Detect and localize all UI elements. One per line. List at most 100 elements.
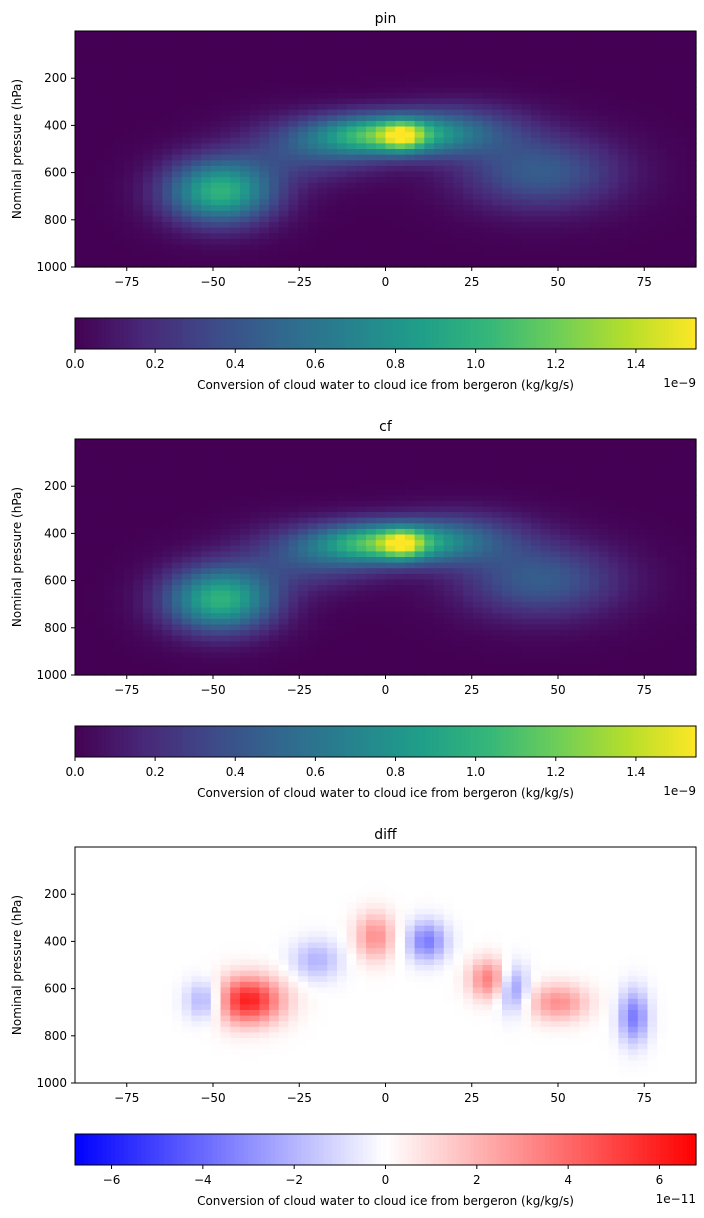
heatmap-cell xyxy=(463,528,474,536)
heatmap-cell xyxy=(191,528,202,536)
heatmap-cell xyxy=(162,472,173,479)
heatmap-cell xyxy=(521,534,532,541)
heatmap-cell xyxy=(269,87,280,94)
heatmap-cell xyxy=(249,31,260,38)
heatmap-cell xyxy=(404,227,416,234)
heatmap-cell xyxy=(443,646,455,654)
heatmap-cell xyxy=(589,31,600,38)
heatmap-cell xyxy=(686,64,697,71)
heatmap-cell xyxy=(404,517,416,524)
colorbar-segment xyxy=(460,318,466,349)
heatmap-cell xyxy=(356,193,367,201)
heatmap-cell xyxy=(628,210,639,218)
heatmap-cell xyxy=(482,613,493,620)
heatmap-cell xyxy=(152,545,163,552)
heatmap-cell xyxy=(181,483,193,491)
heatmap-cell xyxy=(104,613,115,620)
heatmap-cell xyxy=(385,216,396,223)
heatmap-cell xyxy=(191,233,202,240)
heatmap-cell xyxy=(414,613,425,620)
heatmap-cell xyxy=(424,137,435,144)
heatmap-cell xyxy=(220,472,231,479)
heatmap-cell xyxy=(84,495,96,502)
heatmap-cell xyxy=(414,444,425,451)
heatmap-cell xyxy=(133,193,144,201)
heatmap-cell xyxy=(569,143,581,150)
heatmap-cell xyxy=(463,47,474,55)
heatmap-cell xyxy=(84,75,96,83)
heatmap-cell xyxy=(75,483,86,491)
heatmap-cell xyxy=(201,126,212,133)
heatmap-cell xyxy=(443,461,455,468)
heatmap-cell xyxy=(123,517,134,524)
heatmap-cell xyxy=(404,233,416,240)
heatmap-cell xyxy=(676,87,687,94)
heatmap-cell xyxy=(317,618,328,626)
heatmap-cell xyxy=(540,98,552,105)
colorbar-segment xyxy=(199,318,205,349)
heatmap-cell xyxy=(453,551,464,558)
heatmap-cell xyxy=(637,53,649,60)
heatmap-cell xyxy=(123,669,134,676)
heatmap-cell xyxy=(463,444,474,451)
heatmap-cell xyxy=(75,669,86,676)
heatmap-cell xyxy=(511,646,522,654)
heatmap-cell xyxy=(531,562,542,569)
heatmap-cell xyxy=(133,630,144,637)
heatmap-cell xyxy=(84,199,96,206)
heatmap-cell xyxy=(453,227,464,234)
heatmap-cell xyxy=(298,222,309,229)
heatmap-cell xyxy=(424,601,435,609)
heatmap-cell xyxy=(511,42,522,49)
heatmap-cell xyxy=(463,467,474,474)
heatmap-cell xyxy=(123,104,134,111)
heatmap-cell xyxy=(521,244,532,251)
heatmap-cell xyxy=(113,439,125,446)
heatmap-cell xyxy=(443,137,455,144)
heatmap-cell xyxy=(142,618,154,626)
heatmap-cell xyxy=(181,47,193,55)
heatmap-cell xyxy=(482,467,493,474)
heatmap-cell xyxy=(259,573,270,581)
heatmap-cell xyxy=(220,658,231,665)
heatmap-cell xyxy=(608,109,619,116)
heatmap-cell xyxy=(395,132,406,139)
heatmap-cell xyxy=(317,205,328,212)
heatmap-cell xyxy=(676,149,687,156)
heatmap-cell xyxy=(336,579,348,586)
heatmap-cell xyxy=(104,188,115,195)
heatmap-cell xyxy=(239,81,251,88)
colorbar-segment xyxy=(509,318,515,349)
heatmap-cell xyxy=(511,663,522,670)
heatmap-cell xyxy=(220,579,231,586)
heatmap-cell xyxy=(385,188,396,195)
heatmap-cell xyxy=(511,624,522,631)
heatmap-cell xyxy=(288,87,299,94)
heatmap-cell xyxy=(84,439,96,446)
heatmap-cell xyxy=(492,132,503,139)
heatmap-cell xyxy=(424,87,435,94)
heatmap-cell xyxy=(511,618,522,626)
heatmap-cell xyxy=(84,551,96,558)
colorbar-segment xyxy=(465,318,471,349)
heatmap-cell xyxy=(75,517,86,524)
heatmap-cell xyxy=(172,31,183,38)
heatmap-cell xyxy=(492,210,503,218)
heatmap-cell xyxy=(366,545,377,552)
heatmap-cell xyxy=(307,500,319,508)
colorbar-segment xyxy=(571,318,577,349)
heatmap-cell xyxy=(288,635,299,642)
heatmap-cell xyxy=(492,607,503,614)
heatmap-cell xyxy=(298,618,309,626)
heatmap-cell xyxy=(531,193,542,201)
heatmap-cell xyxy=(385,98,396,105)
heatmap-cell xyxy=(579,104,590,111)
heatmap-cell xyxy=(239,104,251,111)
heatmap-cell xyxy=(113,255,125,262)
heatmap-cell xyxy=(531,132,542,139)
heatmap-cell xyxy=(278,188,290,195)
heatmap-cell xyxy=(278,126,290,133)
heatmap-cell xyxy=(550,165,561,173)
colorbar-segment xyxy=(531,318,537,349)
heatmap-cell xyxy=(307,210,319,218)
